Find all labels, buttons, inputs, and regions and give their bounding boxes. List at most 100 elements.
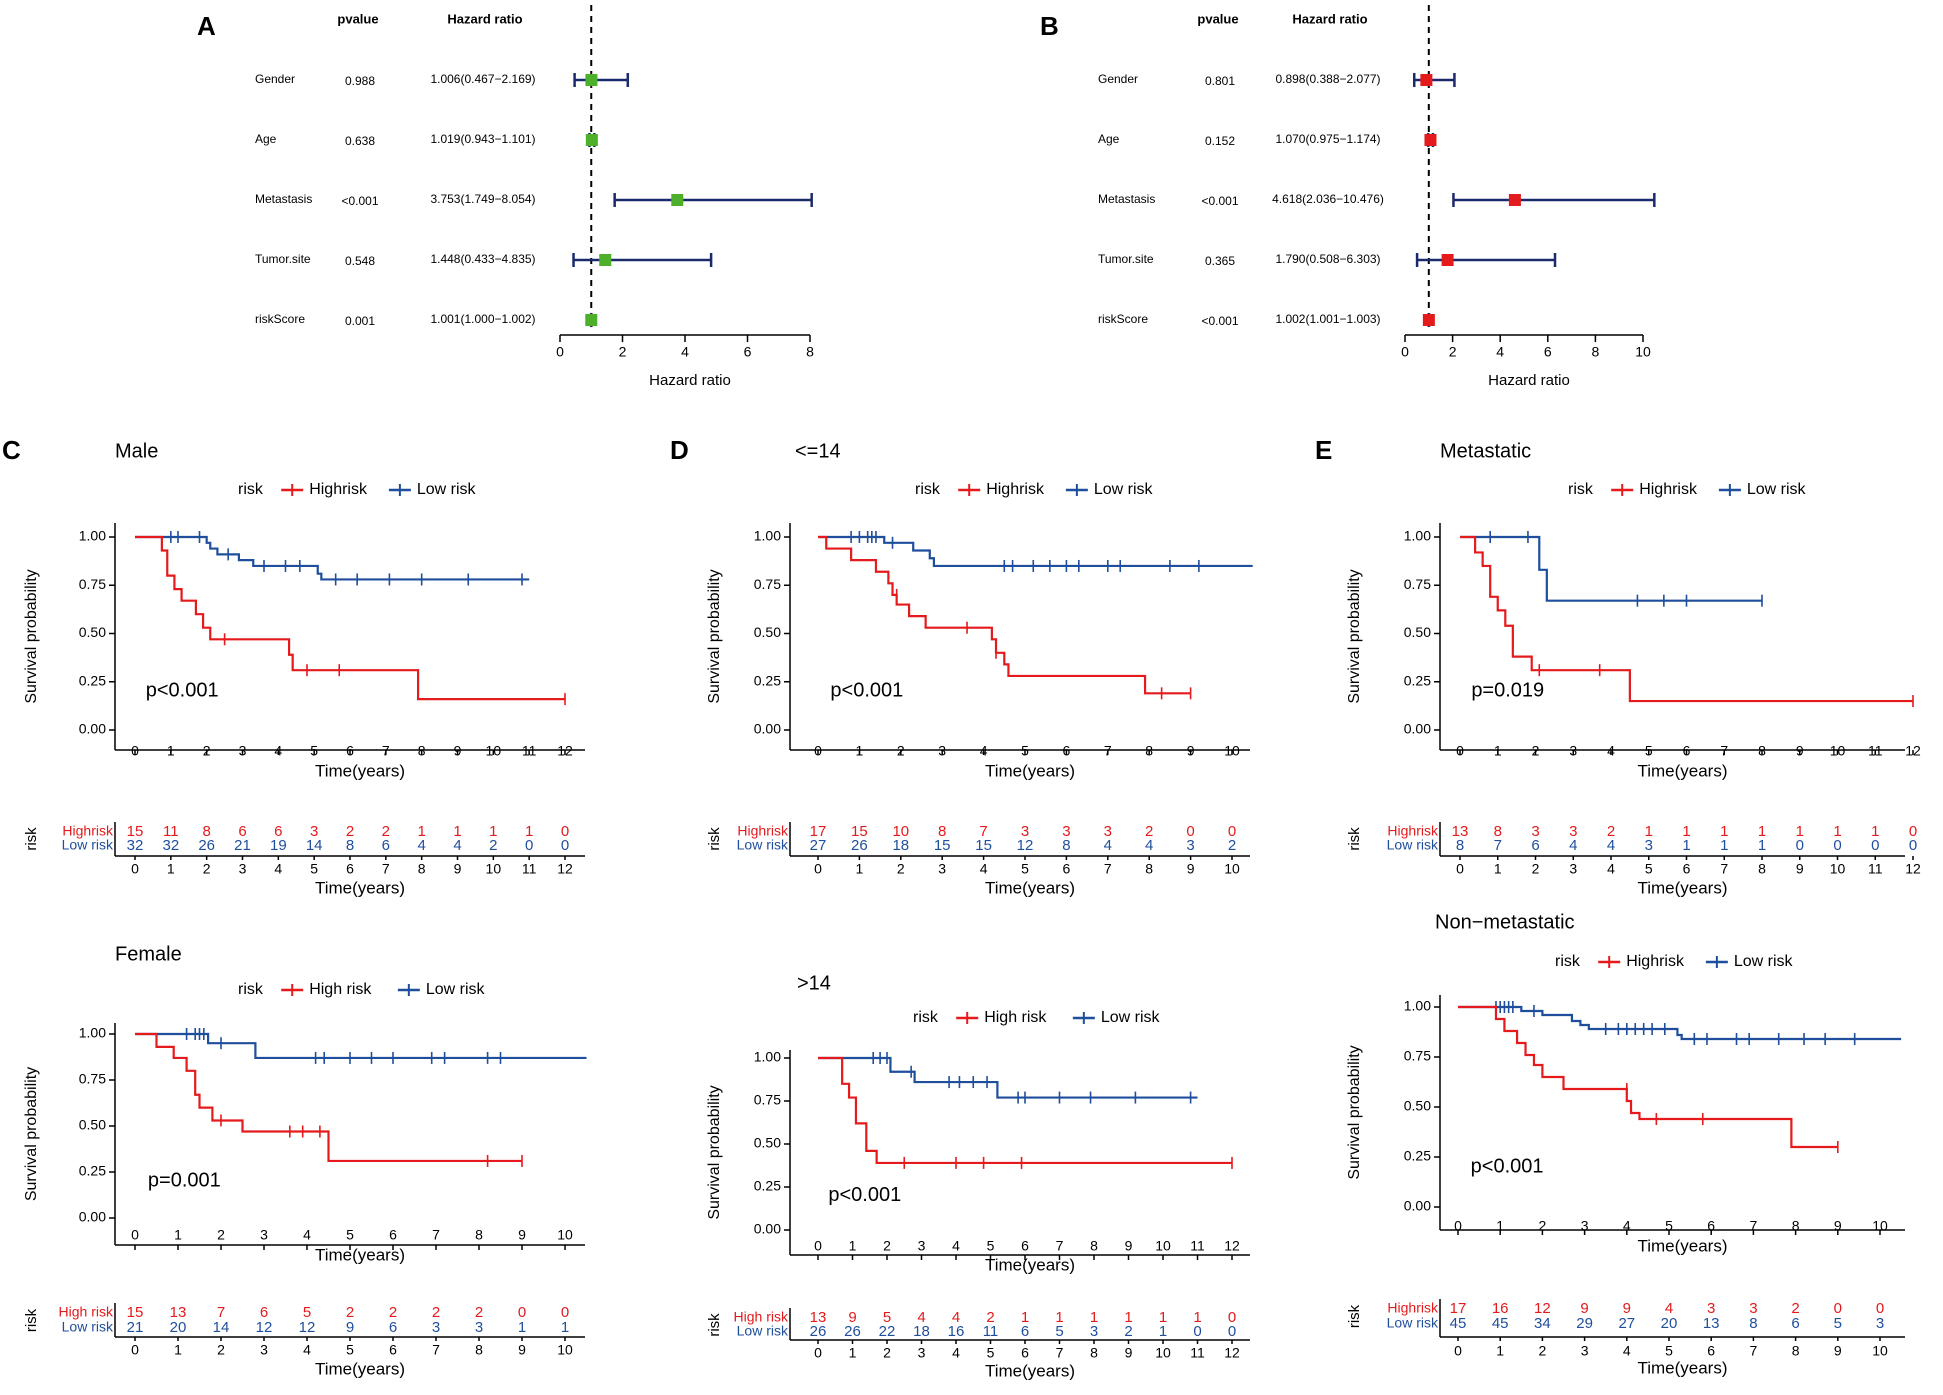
x-tick-label: 5: [987, 1238, 995, 1254]
risk-x-tick-label: 6: [1707, 1343, 1715, 1359]
x-tick-label: 0: [814, 743, 822, 759]
pvalue-header: pvalue: [1197, 11, 1238, 26]
risk-count-high: 10: [892, 823, 909, 840]
x-axis-title: Time(years): [1637, 761, 1727, 780]
panel-title: Non−metastatic: [1435, 911, 1575, 933]
risk-x-tick-label: 10: [1155, 1345, 1171, 1361]
row-pvalue: 0.365: [1205, 254, 1235, 268]
hr-point: [599, 254, 612, 266]
x-tick-label: 0: [814, 1238, 822, 1254]
risk-x-tick-label: 12: [1224, 1345, 1240, 1361]
risk-count-low: 14: [213, 1319, 230, 1336]
risk-x-tick-label: 2: [1539, 1343, 1547, 1359]
x-axis-title: Hazard ratio: [649, 372, 731, 389]
risk-count-low: 4: [417, 837, 425, 854]
row-label: Metastasis: [255, 192, 312, 206]
panel-title: Male: [115, 440, 158, 462]
y-tick-label: 0.50: [1404, 624, 1431, 640]
risk-x-tick-label: 10: [557, 1342, 573, 1358]
x-tick-label: 8: [1592, 344, 1600, 360]
x-axis-title: Time(years): [1637, 1236, 1727, 1255]
risk-count-low: 3: [1186, 837, 1194, 854]
risk-count-high: 2: [346, 1304, 354, 1321]
risk-x-tick-label: 1: [856, 861, 864, 877]
x-tick-label: 8: [1145, 743, 1153, 759]
risk-x-tick-label: 6: [346, 861, 354, 877]
legend: risk High risk Low risk: [913, 1009, 1161, 1026]
x-tick-label: 0: [1454, 1218, 1462, 1234]
low-risk-curve: [135, 1032, 587, 1060]
y-tick-label: 1.00: [754, 528, 781, 544]
risk-x-tick-label: 11: [1190, 1345, 1205, 1361]
risk-count-low: 3: [475, 1319, 483, 1336]
x-tick-label: 8: [1090, 1238, 1098, 1254]
risk-table-high-label: High risk: [734, 1309, 789, 1325]
panel-letter: C: [2, 435, 21, 465]
risk-count-low: 1: [518, 1319, 526, 1336]
y-tick-label: 0.25: [1404, 1148, 1431, 1164]
x-tick-label: 11: [1190, 1238, 1205, 1254]
y-tick-label: 0.75: [79, 1071, 106, 1087]
risk-count-low: 8: [1749, 1315, 1757, 1332]
risk-x-tick-label: 2: [203, 861, 211, 877]
x-tick-label: 4: [274, 743, 282, 759]
risk-count-high: 1: [453, 823, 461, 840]
legend-high-label: Highrisk: [1639, 481, 1698, 498]
risk-count-high: 6: [260, 1304, 268, 1321]
risk-count-low: 1: [1758, 837, 1766, 854]
risk-count-low: 0: [525, 837, 533, 854]
risk-x-tick-label: 11: [522, 861, 537, 877]
x-tick-label: 12: [1905, 743, 1921, 759]
low-risk-curve: [818, 1056, 1198, 1099]
hr-point: [585, 74, 598, 86]
risk-count-low: 26: [198, 837, 215, 854]
y-tick-label: 1.00: [1404, 998, 1431, 1014]
x-tick-label: 1: [1494, 743, 1502, 759]
x-tick-label: 10: [1872, 1218, 1888, 1234]
panel-title: >14: [797, 972, 831, 994]
risk-x-tick-label: 7: [1720, 861, 1728, 877]
y-axis-title: Survival probability: [1346, 569, 1363, 703]
y-tick-label: 0.00: [1404, 721, 1431, 737]
risk-table-low-label: Low risk: [1387, 1315, 1439, 1331]
row-pvalue: <0.001: [1201, 194, 1238, 208]
risk-count-high: 8: [202, 823, 210, 840]
y-tick-label: 0.50: [1404, 1098, 1431, 1114]
risk-x-tick-label: 5: [1665, 1343, 1673, 1359]
legend-high-label: High risk: [309, 981, 372, 998]
low-risk-curve: [818, 535, 1253, 568]
risk-x-tick-label: 1: [1496, 1343, 1504, 1359]
risk-x-tick-label: 2: [883, 1345, 891, 1361]
row-label: Tumor.site: [255, 252, 311, 266]
risk-count-low: 26: [844, 1323, 861, 1340]
x-tick-label: 4: [952, 1238, 960, 1254]
risk-count-low: 21: [127, 1319, 144, 1336]
risk-x-tick-label: 6: [389, 1342, 397, 1358]
x-tick-label: 10: [1224, 743, 1240, 759]
risk-count-high: 0: [1876, 1300, 1884, 1317]
x-tick-label: 4: [681, 344, 689, 360]
x-tick-label: 3: [260, 1227, 268, 1243]
panel-letter: A: [197, 11, 216, 41]
risk-count-low: 1: [561, 1319, 569, 1336]
y-tick-label: 0.25: [754, 1178, 781, 1194]
risk-count-high: 1: [1193, 1309, 1201, 1326]
y-tick-label: 0.25: [1404, 672, 1431, 688]
risk-x-tick-label: 5: [987, 1345, 995, 1361]
x-tick-label: 4: [1496, 344, 1504, 360]
risk-x-tick-label: 0: [131, 1342, 139, 1358]
x-tick-label: 8: [806, 344, 814, 360]
x-tick-label: 12: [1224, 1238, 1240, 1254]
risk-x-tick-label: 9: [518, 1342, 526, 1358]
risk-x-tick-label: 4: [952, 1345, 960, 1361]
risk-count-low: 32: [127, 837, 144, 854]
hazard-ratio-header: Hazard ratio: [1292, 11, 1367, 26]
risk-table-high-label: Highrisk: [1387, 1300, 1439, 1316]
x-tick-label: 0: [1401, 344, 1409, 360]
risk-count-low: 22: [879, 1323, 896, 1340]
x-tick-label: 12: [557, 743, 573, 759]
risk-x-tick-label: 4: [980, 861, 988, 877]
risk-x-tick-label: 8: [1758, 861, 1766, 877]
